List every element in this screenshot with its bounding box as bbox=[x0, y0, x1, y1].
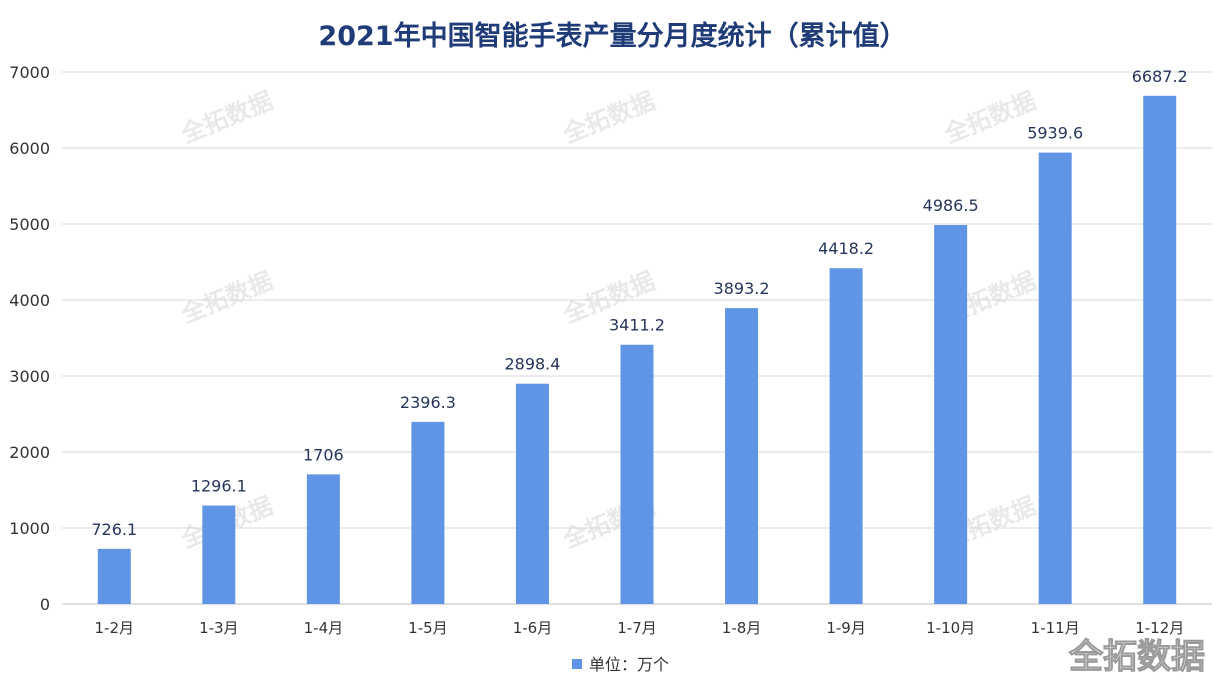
y-axis-ticks: 0 1000 2000 3000 4000 5000 6000 7000 bbox=[9, 63, 50, 614]
data-label: 3411.2 bbox=[609, 316, 665, 335]
data-label: 1296.1 bbox=[191, 476, 247, 495]
y-tick-label: 5000 bbox=[9, 215, 50, 234]
y-tick-label: 3000 bbox=[9, 367, 50, 386]
data-label: 2396.3 bbox=[400, 393, 456, 412]
bar bbox=[829, 268, 863, 604]
x-category-label: 1-4月 bbox=[304, 619, 344, 637]
legend-label: 单位：万个 bbox=[589, 655, 669, 674]
watermark-text: 全拓数据 bbox=[176, 267, 276, 329]
legend-swatch bbox=[572, 659, 582, 669]
bar bbox=[202, 505, 236, 604]
watermark-corner: 全拓数据 bbox=[1068, 637, 1205, 677]
bar bbox=[620, 344, 654, 604]
y-tick-label: 4000 bbox=[9, 291, 50, 310]
x-category-label: 1-10月 bbox=[926, 619, 975, 637]
bar bbox=[97, 548, 131, 604]
bar bbox=[515, 383, 549, 604]
data-label: 3893.2 bbox=[714, 279, 770, 298]
legend: 单位：万个 bbox=[572, 655, 669, 674]
x-category-label: 1-6月 bbox=[513, 619, 553, 637]
x-category-label: 1-2月 bbox=[95, 619, 135, 637]
bar bbox=[934, 225, 968, 604]
bar bbox=[411, 421, 445, 604]
data-label: 1706 bbox=[303, 445, 344, 464]
x-category-label: 1-3月 bbox=[199, 619, 239, 637]
bar bbox=[306, 474, 340, 604]
watermark-text: 全拓数据 bbox=[558, 87, 658, 149]
bars bbox=[97, 95, 1177, 604]
data-label: 4986.5 bbox=[923, 196, 979, 215]
watermark-text: 全拓数据 bbox=[176, 87, 276, 149]
x-category-label: 1-12月 bbox=[1135, 619, 1184, 637]
x-category-label: 1-8月 bbox=[722, 619, 762, 637]
y-tick-label: 1000 bbox=[9, 519, 50, 538]
data-label: 4418.2 bbox=[818, 239, 874, 258]
x-axis-categories: 1-2月 1-3月 1-4月 1-5月 1-6月 1-7月 1-8月 1-9月 1-10月 1-1… bbox=[95, 619, 1185, 637]
y-tick-label: 0 bbox=[40, 595, 50, 614]
data-label: 6687.2 bbox=[1132, 67, 1188, 86]
data-labels: 726.1 1296.1 1706 2396.3 2898.4 3411.2 3893.2 4… bbox=[91, 67, 1187, 539]
x-category-label: 1-7月 bbox=[617, 619, 657, 637]
bar bbox=[725, 308, 759, 604]
watermark-text: 全拓数据 bbox=[939, 87, 1039, 149]
y-tick-label: 7000 bbox=[9, 63, 50, 82]
x-category-label: 1-5月 bbox=[408, 619, 448, 637]
bar bbox=[1038, 152, 1072, 604]
y-tick-label: 2000 bbox=[9, 443, 50, 462]
bar bbox=[1143, 95, 1177, 604]
x-category-label: 1-9月 bbox=[826, 619, 866, 637]
y-tick-label: 6000 bbox=[9, 139, 50, 158]
chart-title: 2021年中国智能手表产量分月度统计（累计值） bbox=[318, 21, 907, 52]
data-label: 5939.6 bbox=[1027, 124, 1083, 143]
data-label: 2898.4 bbox=[504, 355, 560, 374]
data-label: 726.1 bbox=[91, 520, 137, 539]
x-category-label: 1-11月 bbox=[1031, 619, 1080, 637]
